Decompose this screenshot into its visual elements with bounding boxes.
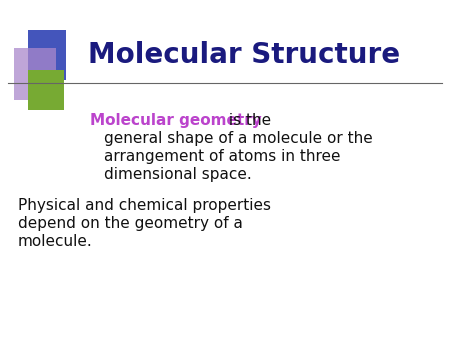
Text: general shape of a molecule or the: general shape of a molecule or the <box>104 131 373 146</box>
FancyBboxPatch shape <box>14 48 56 100</box>
Text: Physical and chemical properties: Physical and chemical properties <box>18 198 271 213</box>
Text: dimensional space.: dimensional space. <box>104 167 252 182</box>
FancyBboxPatch shape <box>28 30 66 80</box>
Text: is the: is the <box>224 113 271 128</box>
Text: depend on the geometry of a: depend on the geometry of a <box>18 216 243 231</box>
FancyBboxPatch shape <box>28 70 64 110</box>
Text: molecule.: molecule. <box>18 234 93 249</box>
Text: Molecular Structure: Molecular Structure <box>88 41 400 69</box>
Text: Molecular geometry: Molecular geometry <box>90 113 262 128</box>
Text: arrangement of atoms in three: arrangement of atoms in three <box>104 149 341 164</box>
